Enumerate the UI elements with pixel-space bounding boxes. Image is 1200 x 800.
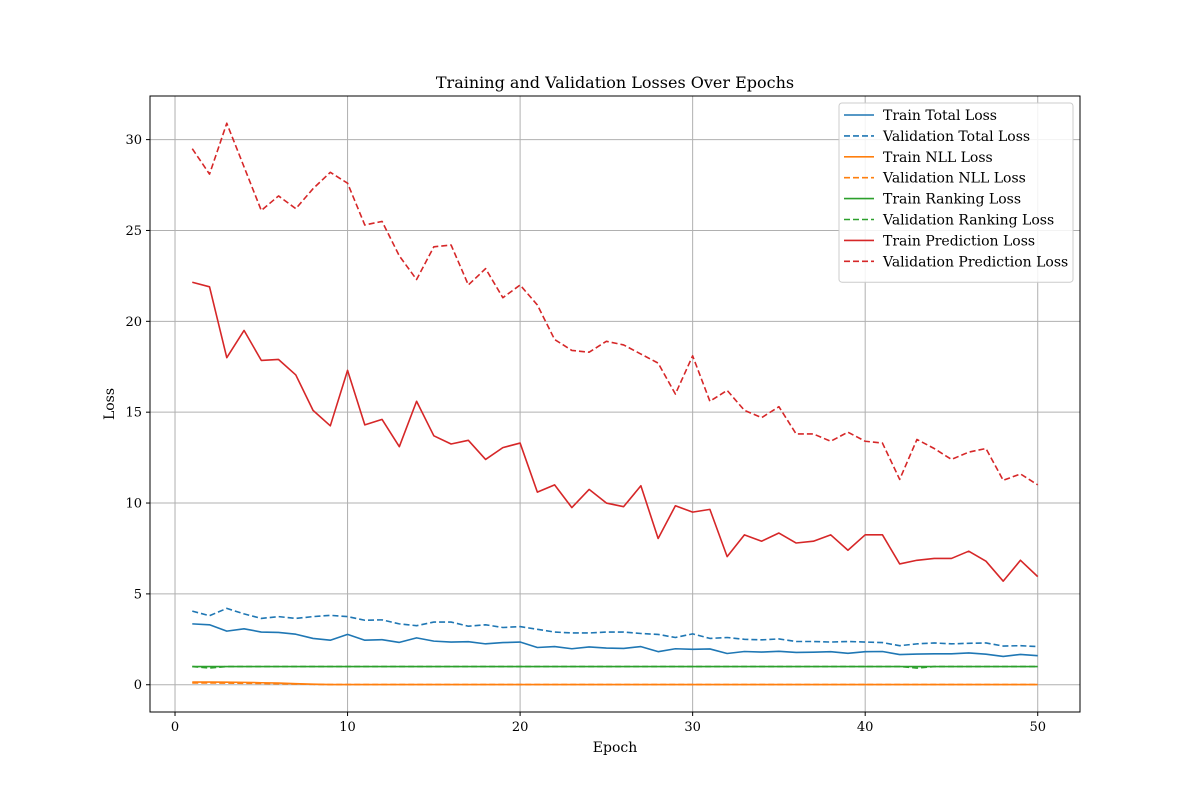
series-line-validation-ranking-loss [192, 665, 1038, 669]
chart-title: Training and Validation Losses Over Epoc… [436, 73, 794, 92]
x-axis-label: Epoch [593, 740, 637, 756]
y-tick-label: 0 [134, 678, 142, 693]
series-line-validation-nll-loss [192, 682, 1038, 686]
x-tick-label: 10 [339, 720, 356, 735]
legend-label: Validation Prediction Loss [882, 254, 1068, 270]
legend-box [838, 102, 1074, 283]
axis-ticks: 0 10 20 30 40 50 0 5 10 15 20 25 30 [125, 133, 1046, 735]
x-tick-label: 20 [512, 720, 529, 735]
grid [150, 96, 1080, 712]
plot-frame [149, 95, 1081, 713]
y-tick-label: 20 [125, 315, 142, 330]
series-line-validation-prediction-loss [191, 122, 1039, 486]
legend: Train Total Loss Validation Total Loss Tra… [838, 102, 1074, 283]
legend-label: Train NLL Loss [883, 150, 993, 166]
legend-label: Train Prediction Loss [883, 233, 1035, 249]
y-tick-label: 5 [134, 587, 142, 602]
y-tick-label: 25 [125, 224, 142, 239]
series-lines [191, 122, 1039, 686]
x-tick-label: 30 [684, 720, 701, 735]
series-line-train-prediction-loss [192, 281, 1039, 582]
legend-label: Validation NLL Loss [882, 171, 1026, 187]
y-tick-label: 15 [125, 406, 142, 421]
x-tick-label: 50 [1029, 720, 1046, 735]
y-tick-label: 10 [125, 497, 142, 512]
legend-label: Validation Total Loss [882, 129, 1030, 145]
series-line-validation-total-loss [192, 607, 1038, 648]
legend-label: Train Total Loss [883, 108, 997, 124]
series-line-train-total-loss [192, 623, 1038, 658]
y-axis-label: Loss [102, 388, 118, 420]
y-tick-label: 30 [125, 133, 142, 148]
x-tick-label: 40 [857, 720, 874, 735]
x-tick-label: 0 [171, 720, 179, 735]
legend-label: Validation Ranking Loss [882, 213, 1054, 229]
legend-label: Train Ranking Loss [883, 192, 1021, 208]
